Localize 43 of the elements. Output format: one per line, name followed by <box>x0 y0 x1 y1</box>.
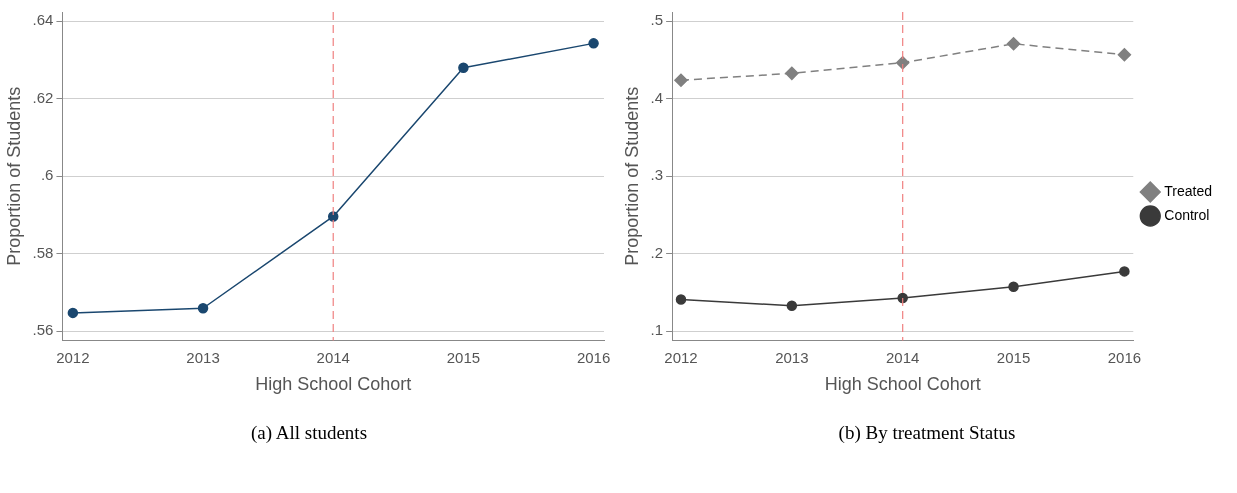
text: (b) By treatment Status <box>837 422 1017 444</box>
point <box>785 66 799 81</box>
x-tick-label: 2015 <box>446 348 481 366</box>
point <box>1119 266 1130 277</box>
y-tick-label: .62 <box>32 88 54 106</box>
point <box>897 292 908 304</box>
x-tick-label: 2015 <box>996 348 1031 366</box>
y-axis-title: Proportion of Students <box>621 86 642 266</box>
x-tick-label: 2013 <box>775 348 809 366</box>
point <box>588 38 599 49</box>
y-tick-label: .64 <box>32 11 54 29</box>
y-tick-label: .3 <box>650 166 664 184</box>
x-tick-label: 2012 <box>56 348 90 366</box>
y-tick-label: .4 <box>650 88 664 106</box>
point <box>674 73 688 87</box>
y-axis-title: Proportion of Students <box>3 86 24 266</box>
point <box>197 303 209 314</box>
text: (a) All students <box>249 422 369 444</box>
y-tick-label: .5 <box>650 11 664 29</box>
point <box>1006 37 1021 51</box>
point <box>1117 47 1132 62</box>
x-axis-title: High School Cohort <box>824 374 981 395</box>
legend-label: Control <box>1164 206 1210 223</box>
x-tick-label: 2013 <box>186 348 220 366</box>
y-tick-label: .58 <box>32 243 54 261</box>
legend-label: Treated <box>1164 182 1213 199</box>
y-tick-label: .2 <box>650 243 664 261</box>
x-tick-label: 2016 <box>1107 348 1142 366</box>
x-axis-title: High School Cohort <box>255 374 412 395</box>
point <box>67 307 79 319</box>
y-tick-label: .1 <box>650 321 664 339</box>
y-tick-label: .56 <box>32 321 54 339</box>
point <box>786 300 798 311</box>
point <box>675 294 687 305</box>
x-tick-label: 2016 <box>576 348 611 366</box>
point <box>1008 281 1019 292</box>
point <box>895 55 910 70</box>
x-tick-label: 2014 <box>316 348 350 366</box>
y-tick-label: .6 <box>40 166 54 184</box>
point <box>327 211 339 222</box>
point <box>458 62 469 74</box>
x-tick-label: 2012 <box>664 348 698 366</box>
x-tick-label: 2014 <box>886 348 920 366</box>
